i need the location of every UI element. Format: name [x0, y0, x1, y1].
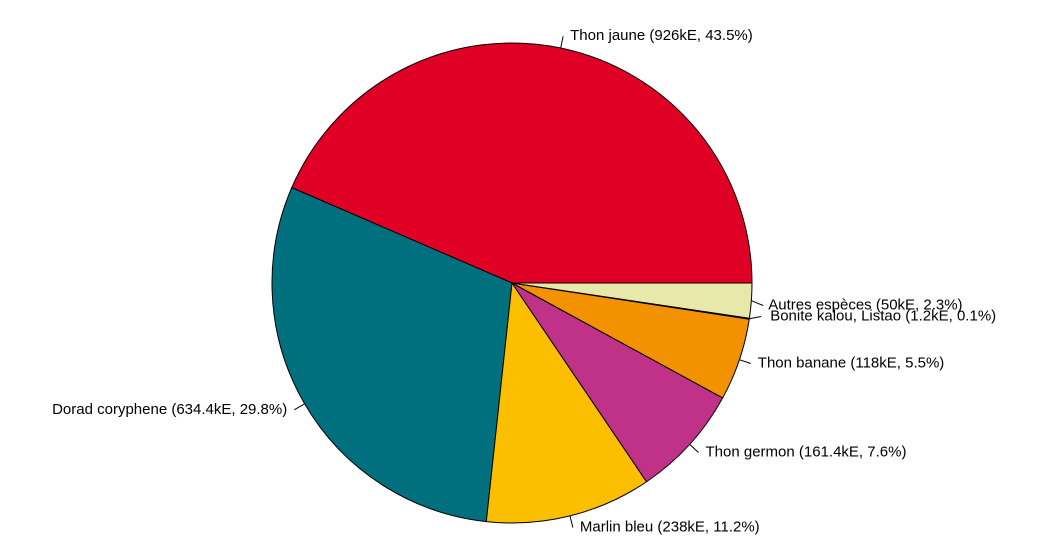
leader-line-0 — [560, 36, 564, 49]
pie-slice-2 — [485, 281, 648, 524]
slice-label-0: Thon jaune (926kE, 43.5%) — [570, 27, 753, 44]
pie-slice-3 — [511, 282, 724, 483]
slice-label-2: Marlin bleu (238kE, 11.2%) — [580, 519, 760, 536]
leader-line-6 — [751, 300, 764, 307]
leader-line-1 — [293, 403, 305, 411]
pie-slices — [271, 42, 753, 524]
slice-label-3: Thon germon (161.4kE, 7.6%) — [706, 443, 907, 460]
leader-line-3 — [689, 444, 699, 453]
leader-line-4 — [739, 359, 751, 364]
slice-label-5: Bonite kalou, Listao (1.2kE, 0.1%) — [770, 307, 996, 324]
leader-line-2 — [569, 515, 574, 528]
slice-labels: Thon jaune (926kE, 43.5%) Dorad coryphene… — [52, 27, 996, 535]
slice-label-1: Dorad coryphene (634.4kE, 29.8%) — [52, 401, 287, 418]
pie-slice-0 — [291, 42, 753, 284]
label-leader-lines — [293, 36, 764, 528]
slice-label-4: Thon banane (118kE, 5.5%) — [758, 354, 945, 371]
leader-line-5 — [749, 315, 762, 320]
pie-slice-1 — [271, 186, 513, 523]
slice-label-6: Autres espèces (50kE, 2.3%) — [768, 297, 962, 314]
